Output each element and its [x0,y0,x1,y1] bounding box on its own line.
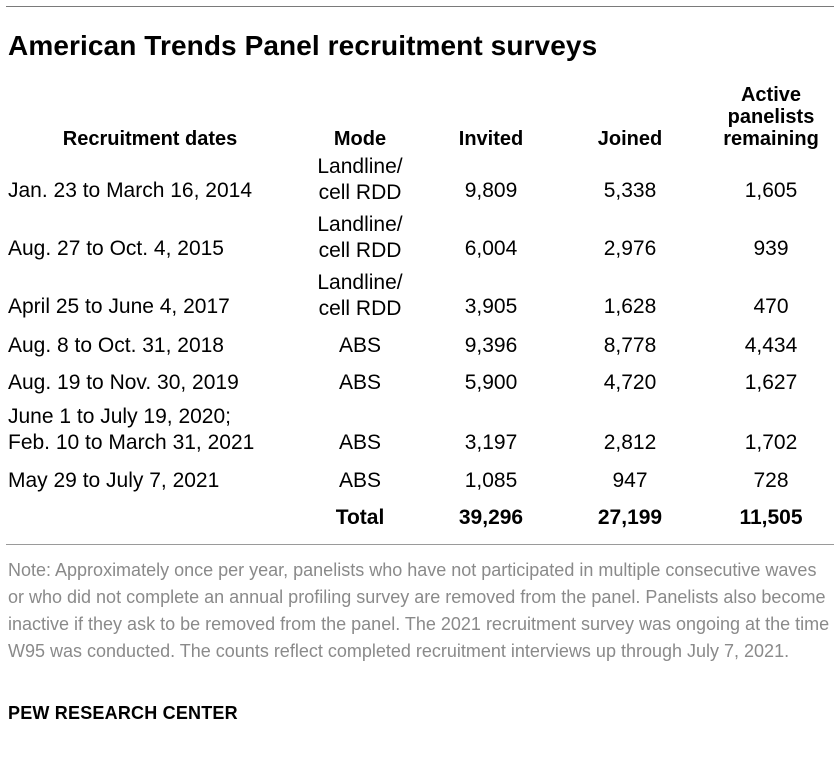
cell-dates: April 25 to June 4, 2017 [8,295,230,318]
cell-dates: June 1 to July 19, 2020; Feb. 10 to Marc… [8,404,254,456]
total-active: 11,505 [739,506,803,529]
cell-joined: 1,628 [603,295,657,318]
cell-invited: 6,004 [464,237,518,260]
cell-invited: 5,900 [464,371,518,394]
cell-active: 4,434 [744,334,798,357]
cell-mode-line: Landline/ [317,271,403,294]
total-joined: 27,199 [597,506,663,529]
cell-mode: ABS [338,334,382,357]
cell-active: 470 [753,295,789,318]
source-label: PEW RESEARCH CENTER [8,703,238,723]
cell-joined: 2,812 [603,431,657,454]
cell-mode-line: cell RDD [318,239,402,262]
cell-invited: 9,396 [464,334,518,357]
total-label: Total [335,506,385,529]
header-active-line: remaining [723,128,819,150]
cell-active: 1,605 [744,179,798,202]
cell-mode-line: cell RDD [318,297,402,320]
cell-mode: Landline/ cell RDD [300,154,420,206]
header-active-panelists: Active panelists remaining [706,84,836,150]
bottom-rule [6,544,834,545]
header-mode: Mode [333,128,387,150]
header-active-line: Active [740,84,802,106]
cell-joined: 4,720 [603,371,657,394]
header-joined: Joined [597,128,663,150]
cell-dates-line: Feb. 10 to March 31, 2021 [8,431,255,454]
header-active-line: panelists [727,106,815,128]
cell-mode-line: Landline/ [317,155,403,178]
cell-dates: May 29 to July 7, 2021 [8,469,220,492]
cell-joined: 8,778 [603,334,657,357]
cell-dates: Aug. 19 to Nov. 30, 2019 [8,371,239,394]
cell-invited: 1,085 [464,469,518,492]
cell-mode: Landline/ cell RDD [300,270,420,322]
cell-active: 1,627 [744,371,798,394]
cell-active: 1,702 [744,431,798,454]
cell-joined: 2,976 [603,237,657,260]
header-recruitment-dates: Recruitment dates [62,128,238,150]
cell-mode-line: Landline/ [317,213,403,236]
cell-dates-line: June 1 to July 19, 2020; [8,405,231,428]
cell-mode: Landline/ cell RDD [300,212,420,264]
page-title: American Trends Panel recruitment survey… [8,30,598,61]
cell-joined: 947 [612,469,648,492]
cell-dates: Jan. 23 to March 16, 2014 [8,179,252,202]
cell-active: 728 [753,469,789,492]
cell-mode-line: cell RDD [318,181,402,204]
cell-mode: ABS [338,469,382,492]
cell-active: 939 [753,237,789,260]
cell-invited: 9,809 [464,179,518,202]
total-invited: 39,296 [458,506,524,529]
header-invited: Invited [458,128,524,150]
cell-mode: ABS [338,371,382,394]
cell-mode: ABS [338,431,382,454]
top-rule [6,6,834,7]
cell-joined: 5,338 [603,179,657,202]
footnote: Note: Approximately once per year, panel… [8,560,830,661]
cell-dates: Aug. 8 to Oct. 31, 2018 [8,334,224,357]
cell-invited: 3,197 [464,431,518,454]
cell-invited: 3,905 [464,295,518,318]
cell-dates: Aug. 27 to Oct. 4, 2015 [8,237,224,260]
